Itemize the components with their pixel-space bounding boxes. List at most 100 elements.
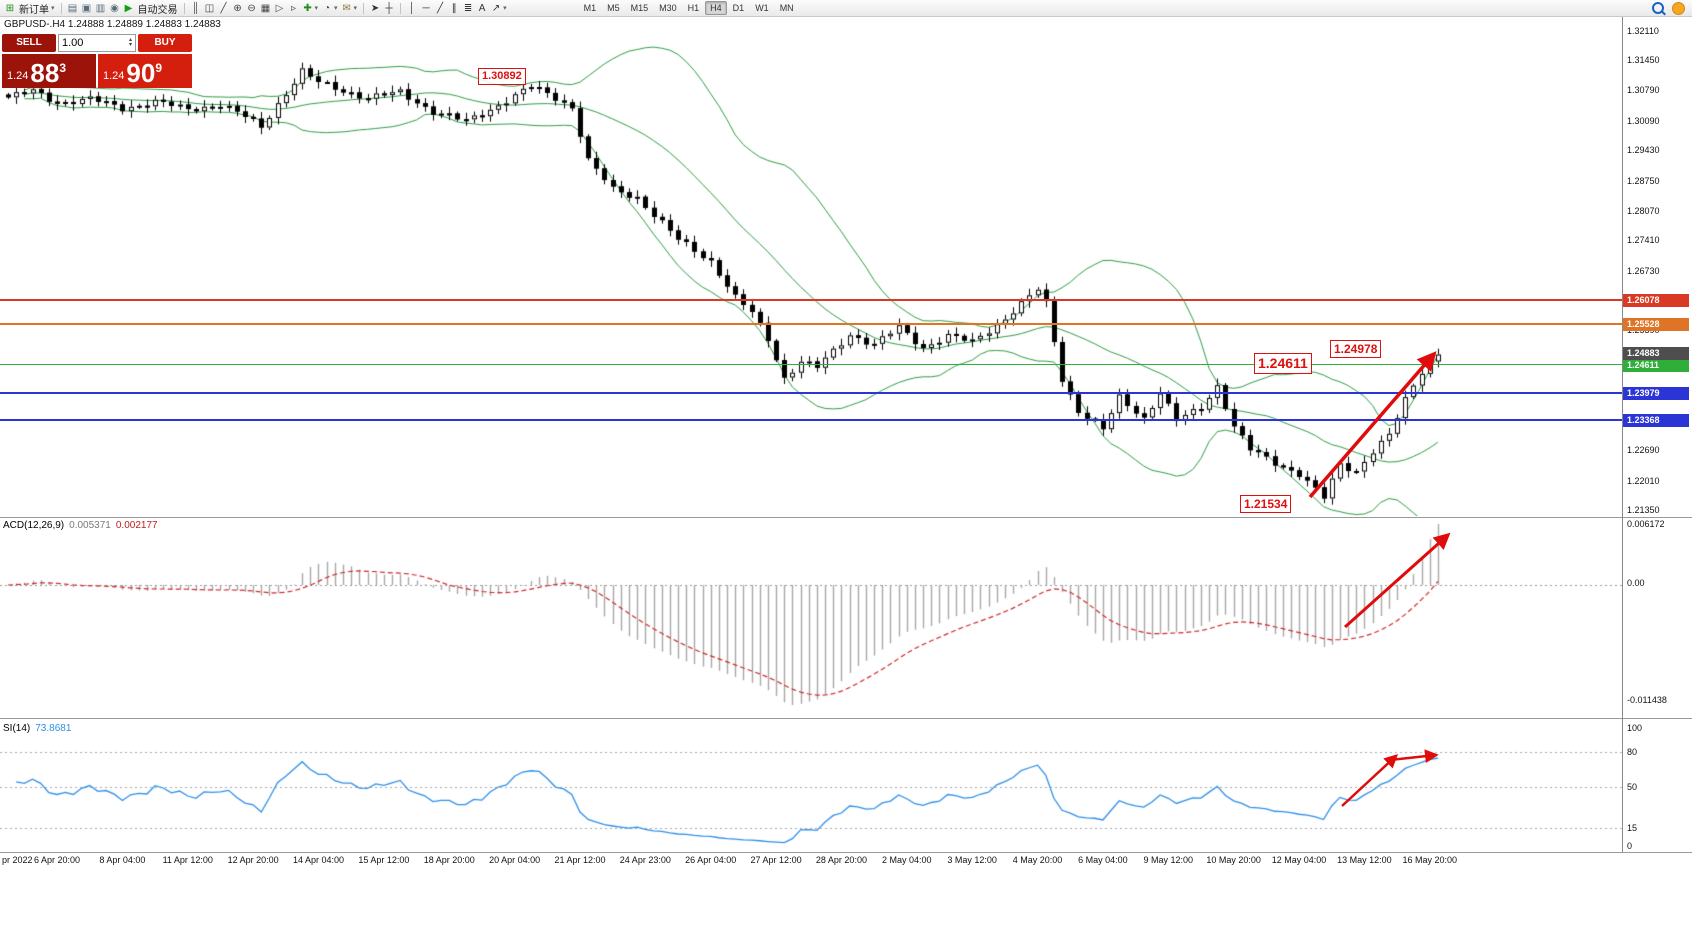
text-tool-icon[interactable]: A — [478, 2, 486, 14]
timeframe-button-m1[interactable]: M1 — [583, 3, 597, 13]
time-tick-label: 24 Apr 23:00 — [619, 855, 671, 865]
buy-price-display[interactable]: 1.24 90 9 — [98, 54, 192, 88]
toolbar: ⊞ 新订单 ▾ ▤ ▣ ▥ ◉ ▶ 自动交易 ║ ◫ ╱ ⊕ ⊖ ▦ ▷ ▹ ✚ ▾ ◔ ▾ ✉ ▾ ➤ ┼ │ ─ ╱ ∥ ≣ A ↗ ▾ M1… — [0, 0, 1692, 17]
time-tick-label: 21 Apr 12:00 — [554, 855, 606, 865]
toolbar-separator — [363, 2, 365, 14]
templates-icon[interactable]: ✉ — [342, 2, 351, 14]
volume-input[interactable]: 1.00 ▴ ▾ — [58, 34, 136, 52]
price-axis-tag: 1.26078 — [1623, 293, 1689, 307]
search-icon[interactable] — [1652, 2, 1664, 14]
vertical-line-icon[interactable]: │ — [408, 2, 416, 14]
timeframe-button-m15[interactable]: M15 — [630, 3, 649, 13]
fibonacci-icon[interactable]: ≣ — [463, 2, 473, 14]
price-tick-label: 1.22690 — [1627, 445, 1660, 456]
timeframe-button-m5[interactable]: M5 — [607, 3, 620, 13]
price-axis-tag: 1.23368 — [1623, 414, 1689, 428]
chart-shift-icon[interactable]: ▹ — [291, 2, 297, 14]
time-tick-label: 2 May 04:00 — [882, 855, 932, 865]
volume-spinner[interactable]: ▴ ▾ — [128, 37, 132, 48]
trend-arrow[interactable] — [1389, 749, 1439, 764]
sell-button[interactable]: SELL — [2, 34, 56, 52]
periods-clock-icon[interactable]: ◔ — [324, 2, 331, 14]
price-annotation[interactable]: 1.24978 — [1330, 340, 1382, 359]
equidistant-channel-icon[interactable]: ∥ — [451, 2, 457, 14]
macd-tick-label: 0.00 — [1627, 578, 1645, 588]
horizontal-level-line[interactable] — [0, 364, 1622, 366]
horizontal-line-icon[interactable]: ─ — [422, 2, 430, 14]
cursor-icon[interactable]: ➤ — [370, 2, 380, 14]
bar-chart-icon[interactable]: ║ — [191, 2, 200, 14]
price-tick-label: 1.31450 — [1627, 55, 1660, 66]
pane-separator-macd-rsi[interactable] — [0, 718, 1692, 719]
indicators-caret[interactable]: ▾ — [314, 5, 319, 12]
horizontal-level-line[interactable] — [0, 419, 1622, 422]
macd-label: ACD(12,26,9) 0.005371 0.002177 — [3, 520, 158, 531]
time-tick-label: 18 Apr 20:00 — [423, 855, 475, 865]
trend-arrow[interactable] — [1308, 351, 1437, 499]
trend-arrow[interactable] — [1341, 754, 1399, 807]
candlestick-chart-icon[interactable]: ◫ — [204, 2, 215, 14]
arrow-tool-icon[interactable]: ↗ — [491, 2, 501, 14]
price-axis-tag: 1.23979 — [1623, 386, 1689, 400]
timeframe-button-h1[interactable]: H1 — [687, 3, 700, 13]
charts-window-icon[interactable]: ▣ — [81, 2, 92, 14]
rsi-tick-label: 100 — [1627, 723, 1643, 733]
timeframe-button-h4[interactable]: H4 — [705, 1, 727, 15]
data-window-icon[interactable]: ◉ — [110, 2, 119, 14]
timeframe-button-m30[interactable]: M30 — [659, 3, 677, 13]
timeframe-button-w1[interactable]: W1 — [755, 3, 769, 13]
periods-caret[interactable]: ▾ — [334, 5, 338, 12]
market-watch-icon[interactable]: ▥ — [95, 2, 106, 14]
new-order-caret[interactable]: ▾ — [51, 5, 55, 12]
tile-windows-icon[interactable]: ▦ — [260, 2, 271, 14]
sell-price-display[interactable]: 1.24 88 3 — [2, 54, 96, 88]
volume-up-icon[interactable]: ▴ — [128, 37, 132, 43]
autotrading-play-icon[interactable]: ▶ — [124, 2, 133, 14]
price-tick-label: 1.29430 — [1627, 145, 1660, 156]
new-order-label[interactable]: 新订单 — [19, 4, 49, 16]
indicators-add-icon[interactable]: ✚ — [303, 2, 312, 14]
sell-price-small: 1.24 — [7, 70, 29, 82]
toolbar-separator — [60, 2, 62, 14]
price-tick-label: 1.28070 — [1627, 205, 1660, 216]
horizontal-level-line[interactable] — [0, 391, 1622, 394]
shapes-caret[interactable]: ▾ — [503, 5, 507, 12]
zoom-out-icon[interactable]: ⊖ — [247, 2, 256, 14]
new-order-icon[interactable]: ⊞ — [5, 2, 15, 14]
horizontal-level-line[interactable] — [0, 298, 1622, 301]
timeframe-button-d1[interactable]: D1 — [732, 3, 745, 13]
auto-scroll-icon[interactable]: ▷ — [275, 2, 284, 14]
line-chart-icon[interactable]: ╱ — [220, 2, 227, 14]
templates-caret[interactable]: ▾ — [353, 5, 358, 12]
price-axis-tag: 1.25528 — [1623, 318, 1689, 331]
profiles-icon[interactable]: ▤ — [67, 2, 78, 14]
price-axis-line — [1622, 16, 1623, 852]
trendline-icon[interactable]: ╱ — [437, 2, 444, 14]
trend-arrow[interactable] — [1344, 532, 1451, 629]
volume-down-icon[interactable]: ▾ — [128, 42, 132, 48]
horizontal-level-line[interactable] — [0, 323, 1622, 325]
zoom-in-icon[interactable]: ⊕ — [233, 2, 242, 14]
price-annotation[interactable]: 1.24611 — [1254, 353, 1312, 374]
price-annotation[interactable]: 1.21534 — [1240, 495, 1292, 514]
autotrading-label[interactable]: 自动交易 — [137, 4, 178, 16]
community-icon[interactable] — [1672, 1, 1685, 15]
time-tick-label: 12 May 04:00 — [1271, 855, 1327, 865]
crosshair-icon[interactable]: ┼ — [385, 2, 393, 14]
time-tick-label: 26 Apr 04:00 — [685, 855, 737, 865]
price-tick-label: 1.32110 — [1627, 26, 1659, 36]
timeframe-button-mn[interactable]: MN — [779, 3, 794, 13]
time-tick-label: 11 Apr 12:00 — [162, 855, 213, 865]
pane-separator-main-macd[interactable] — [0, 517, 1692, 518]
macd-tick-label: -0.011438 — [1627, 695, 1667, 705]
time-tick-label: 4 May 20:00 — [1012, 855, 1063, 865]
price-axis-tag: 1.24611 — [1623, 358, 1689, 372]
rsi-tick-label: 15 — [1627, 823, 1638, 834]
one-click-trading-panel: SELL 1.00 ▴ ▾ BUY 1.24 88 3 1.24 90 9 — [2, 34, 192, 88]
buy-button[interactable]: BUY — [138, 34, 192, 52]
price-annotation[interactable]: 1.30892 — [478, 68, 526, 85]
time-axis: pr 2022 6 Apr 20:00 8 Apr 04:00 11 Apr 12:0… — [0, 855, 1622, 869]
